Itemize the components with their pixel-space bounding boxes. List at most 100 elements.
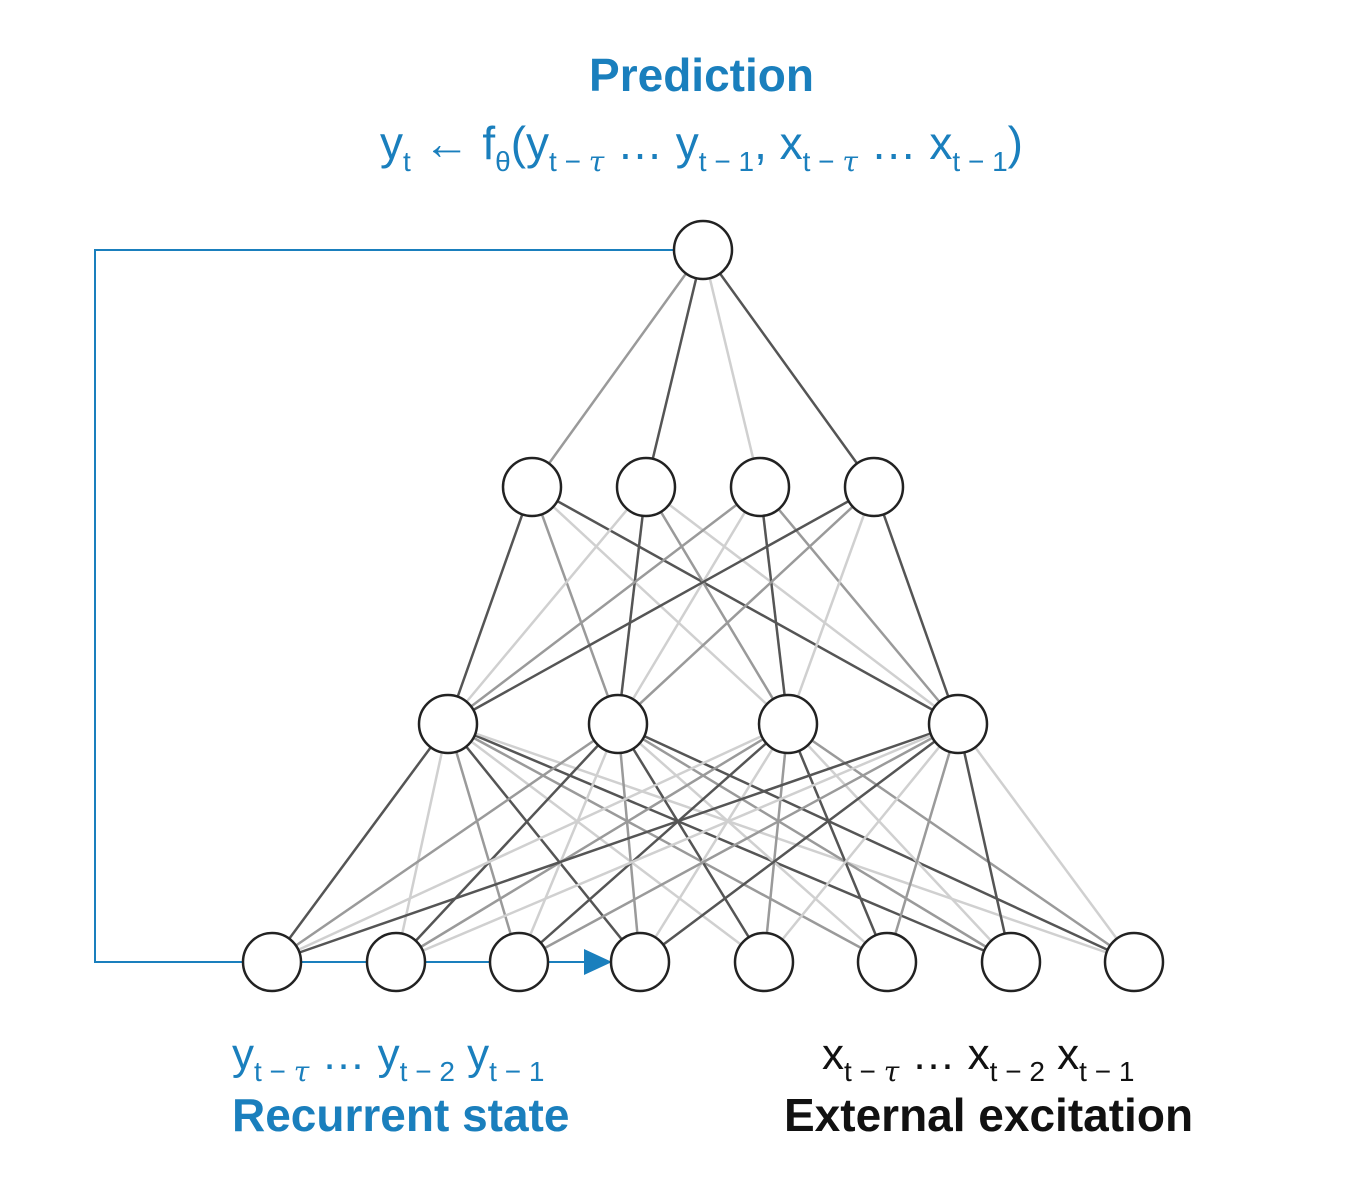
edge-output-hidden1: [701, 249, 762, 488]
edge-hidden1-hidden2: [616, 486, 762, 725]
external-input-node: [1103, 931, 1165, 993]
edge-hidden1-hidden2: [530, 486, 620, 725]
formula-lhs-sub: t: [403, 146, 411, 177]
formula-open-paren: (: [510, 117, 527, 169]
hidden2-node: [757, 693, 819, 755]
recurrent-input-node: [488, 931, 550, 993]
formula-y1: y: [526, 117, 550, 169]
edge-hidden2-input: [395, 722, 959, 964]
feedback-line: [94, 249, 674, 963]
recurrent-input-node: [609, 931, 671, 993]
edges: [270, 249, 1136, 964]
edge-hidden2-input: [885, 723, 960, 963]
hidden2-node: [927, 693, 989, 755]
edge-hidden2-input: [616, 723, 766, 963]
title: Prediction: [589, 49, 814, 101]
edge-hidden2-input: [617, 722, 1012, 964]
edge-hidden2-input: [447, 723, 765, 963]
formula-y1-sub: t − τ: [549, 145, 605, 178]
hidden1-node: [501, 456, 563, 518]
edge-hidden1-hidden2: [447, 486, 647, 725]
edge-hidden2-input: [271, 722, 619, 964]
edge-hidden2-input: [638, 723, 790, 963]
formula-lhs: y: [380, 117, 403, 169]
external-sequence: xt − τ … xt − 2 xt − 1: [822, 1030, 1134, 1086]
feedback-arrowhead: [584, 949, 612, 975]
external-excitation-label: External excitation: [784, 1089, 1194, 1141]
hidden1-node: [615, 456, 677, 518]
edge-hidden2-input: [617, 723, 888, 963]
edge-hidden2-input: [616, 723, 642, 963]
formula-f-sub: θ: [495, 146, 511, 177]
recurrent-sequence: yt − τ … yt − 2 yt − 1: [232, 1030, 544, 1086]
formula-x2: x: [929, 117, 953, 169]
external-input-node: [856, 931, 918, 993]
edge-hidden2-input: [786, 723, 889, 963]
edge-hidden2-input: [271, 722, 959, 964]
edge-hidden2-input: [763, 723, 959, 963]
edge-hidden1-hidden2: [447, 485, 875, 726]
recurrent-seq-b: y: [377, 1030, 400, 1079]
edge-output-hidden1: [644, 249, 705, 488]
recurrent-seq-b-sub: t − 2: [399, 1056, 455, 1087]
edge-hidden2-input: [787, 723, 1012, 963]
formula-dots2: …: [870, 117, 917, 169]
edge-hidden2-input: [270, 723, 450, 963]
edge-hidden2-input: [518, 722, 959, 964]
edge-output-hidden1: [530, 249, 705, 488]
edge-hidden2-input: [639, 722, 959, 964]
edge-hidden2-input: [447, 722, 1135, 964]
feedback-loop: [94, 249, 674, 975]
edge-hidden2-input: [787, 722, 1135, 964]
recurrent-seq-a-sub: t − τ: [254, 1055, 310, 1088]
edge-hidden2-input: [447, 722, 888, 964]
formula-x1-sub: t − τ: [802, 145, 858, 178]
edge-hidden2-input: [271, 722, 789, 964]
edge-hidden1-hidden2: [446, 486, 534, 725]
edge-hidden1-hidden2: [644, 486, 790, 725]
formula-dots1: …: [617, 117, 664, 169]
external-seq-c: x: [1057, 1030, 1080, 1079]
edge-hidden1-hidden2: [616, 486, 648, 725]
edge-hidden2-input: [518, 723, 789, 963]
hidden2-node: [417, 693, 479, 755]
edge-hidden2-input: [447, 723, 641, 963]
edge-hidden1-hidden2: [447, 486, 761, 725]
formula-y2-sub: t − 1: [698, 146, 755, 177]
recurrent-seq-c-sub: t − 1: [489, 1056, 545, 1087]
formula-arrow: ←: [423, 117, 470, 169]
recurrent-input-node: [365, 931, 427, 993]
external-seq-dots: …: [911, 1030, 956, 1079]
formula-x2-sub: t − 1: [952, 146, 1008, 177]
formula-close-paren: ): [1007, 117, 1023, 169]
hidden2-node: [587, 693, 649, 755]
edge-hidden1-hidden2: [786, 486, 876, 725]
formula-comma: ,: [754, 117, 767, 169]
edge-hidden1-hidden2: [617, 486, 875, 725]
edge-hidden1-hidden2: [645, 486, 959, 725]
external-seq-b: x: [967, 1030, 990, 1079]
formula-f: f: [482, 117, 496, 169]
edge-hidden2-input: [517, 723, 620, 963]
recurrent-state-label: Recurrent state: [232, 1089, 570, 1141]
edge-hidden2-input: [395, 722, 789, 964]
external-seq-a: x: [822, 1030, 844, 1079]
edge-hidden2-input: [956, 723, 1013, 963]
edge-hidden2-input: [395, 723, 619, 963]
external-seq-c-sub: t − 1: [1079, 1056, 1135, 1087]
edge-hidden2-input: [446, 723, 521, 963]
edge-hidden1-hidden2: [758, 486, 790, 725]
recurrent-seq-a: y: [232, 1030, 254, 1079]
edge-hidden1-hidden2: [759, 486, 959, 725]
recurrent-seq-dots: …: [321, 1030, 366, 1079]
recurrent-seq-c: y: [467, 1030, 490, 1079]
hidden1-node: [729, 456, 791, 518]
recurrent-input-node: [241, 931, 303, 993]
edge-hidden2-input: [447, 722, 1012, 964]
edge-output-hidden1: [701, 249, 876, 488]
external-seq-b-sub: t − 2: [989, 1056, 1045, 1087]
edge-hidden2-input: [762, 723, 790, 963]
formula-y2: y: [675, 117, 699, 169]
edge-hidden2-input: [394, 723, 450, 963]
